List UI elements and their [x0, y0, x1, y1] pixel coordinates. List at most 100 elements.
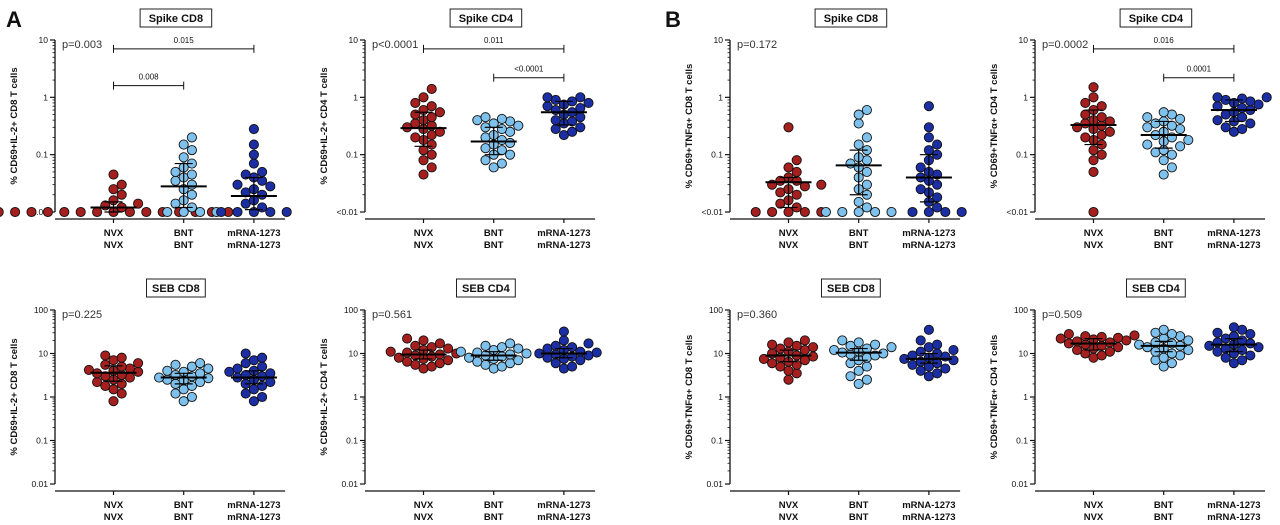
y-tick-label: 100	[34, 305, 48, 315]
data-point	[418, 92, 429, 103]
data-point	[783, 337, 794, 348]
y-tick-label: 1	[43, 392, 48, 402]
data-point	[932, 192, 943, 203]
data-point	[1175, 331, 1186, 342]
data-point	[1142, 122, 1153, 133]
data-point	[1166, 120, 1177, 131]
data-point	[791, 189, 802, 200]
data-point	[845, 371, 856, 382]
data-point	[1237, 93, 1248, 104]
x-tick-label: BNT	[484, 228, 504, 239]
data-point	[932, 368, 943, 379]
y-tick-label: <0.01	[26, 207, 48, 217]
data-point	[496, 113, 507, 124]
data-point	[418, 155, 429, 166]
y-tick-label: 1	[43, 92, 48, 102]
data-point	[186, 132, 197, 143]
y-tick-label: 100	[1014, 305, 1028, 315]
data-point	[1080, 109, 1091, 120]
data-point	[861, 361, 872, 372]
data-point	[133, 358, 144, 369]
data-point	[1220, 109, 1231, 120]
y-axis-label: % CD69+IL-2+ CD4 T cells	[319, 67, 330, 184]
data-point	[1150, 337, 1161, 348]
data-point	[853, 206, 864, 218]
data-point	[837, 335, 848, 346]
y-tick-label: 10	[349, 35, 359, 45]
y-tick-label: 0.1	[346, 150, 358, 160]
data-point	[550, 115, 561, 126]
data-point	[853, 118, 864, 129]
x-tick-label-line2: mRNA-1273	[227, 512, 280, 523]
data-point	[1088, 206, 1099, 218]
data-point	[1175, 350, 1186, 361]
data-point	[418, 335, 429, 346]
data-point	[1166, 109, 1177, 120]
x-tick-label: NVX	[414, 228, 434, 239]
data-point	[186, 179, 197, 190]
data-point	[488, 118, 499, 129]
data-point	[496, 134, 507, 146]
data-point	[257, 391, 268, 403]
data-point	[513, 355, 524, 366]
title-box	[139, 8, 213, 28]
chart-panel: SEB CD8 0.01 0.1 1 10 100 % CD69+TNFα+ CD8 T c…	[684, 278, 961, 523]
y-axis-label: % CD69+TNFα+ CD8 T cells	[684, 335, 695, 460]
data-point	[133, 198, 144, 209]
data-point	[870, 339, 881, 350]
data-point	[791, 155, 802, 166]
data-point	[1096, 149, 1107, 160]
data-point	[550, 358, 561, 369]
y-tick-label: 1	[353, 92, 358, 102]
data-point	[575, 92, 586, 103]
chart-panel: Spike CD4 <0.01 0.1 1 10 % CD69+TNFα+ CD4 T c…	[989, 8, 1272, 251]
data-point	[1237, 345, 1248, 356]
data-point	[426, 149, 437, 160]
data-point	[1237, 123, 1248, 135]
data-point	[1212, 92, 1223, 103]
bracket-label: <0.0001	[514, 65, 544, 74]
data-point	[170, 359, 181, 370]
data-point	[240, 348, 251, 359]
data-point	[170, 388, 181, 399]
x-tick-label-line2: NVX	[104, 240, 124, 251]
data-point	[75, 206, 86, 218]
data-point	[1237, 103, 1248, 114]
data-point	[799, 206, 810, 218]
data-point	[402, 347, 413, 358]
data-point	[767, 348, 778, 359]
data-point	[1245, 118, 1256, 129]
data-point	[1212, 115, 1223, 126]
data-point	[418, 145, 429, 156]
data-point	[923, 122, 934, 133]
x-tick-label: NVX	[104, 500, 124, 511]
chart-panel: Spike CD8 <0.01 0.1 1 10 % CD69+TNFα+ CD8 T c…	[684, 8, 967, 251]
bracket-label: 0.015	[174, 36, 195, 45]
data-point	[1134, 339, 1145, 350]
y-axis-label: % CD69+IL-2+ CD8 T cells	[9, 338, 20, 455]
data-point	[1104, 337, 1115, 348]
data-point	[124, 206, 135, 218]
data-point	[1237, 112, 1248, 123]
data-point	[853, 378, 864, 389]
data-point	[783, 374, 794, 385]
x-tick-label: NVX	[779, 228, 799, 239]
chart-panel: SEB CD4 0.01 0.1 1 10 100 % CD69+TNFα+ CD4 T c…	[989, 278, 1266, 523]
data-point	[455, 346, 466, 357]
data-point	[496, 145, 507, 156]
title-box	[456, 278, 516, 298]
data-point	[505, 349, 516, 360]
data-point	[521, 348, 532, 359]
data-point	[861, 374, 872, 385]
data-point	[240, 388, 251, 399]
x-tick-label: NVX	[779, 500, 799, 511]
x-tick-label: mRNA-1273	[537, 500, 590, 511]
data-point	[26, 206, 37, 218]
data-point	[1166, 162, 1177, 173]
bracket-label: 0.016	[1154, 36, 1175, 45]
data-point	[257, 361, 268, 372]
data-point	[915, 162, 926, 173]
chart-panel: Spike CD8 <0.01 0.1 1 10 % CD69+IL-2+ CD8 T c…	[0, 8, 292, 251]
data-point	[853, 337, 864, 348]
data-point	[783, 206, 794, 218]
